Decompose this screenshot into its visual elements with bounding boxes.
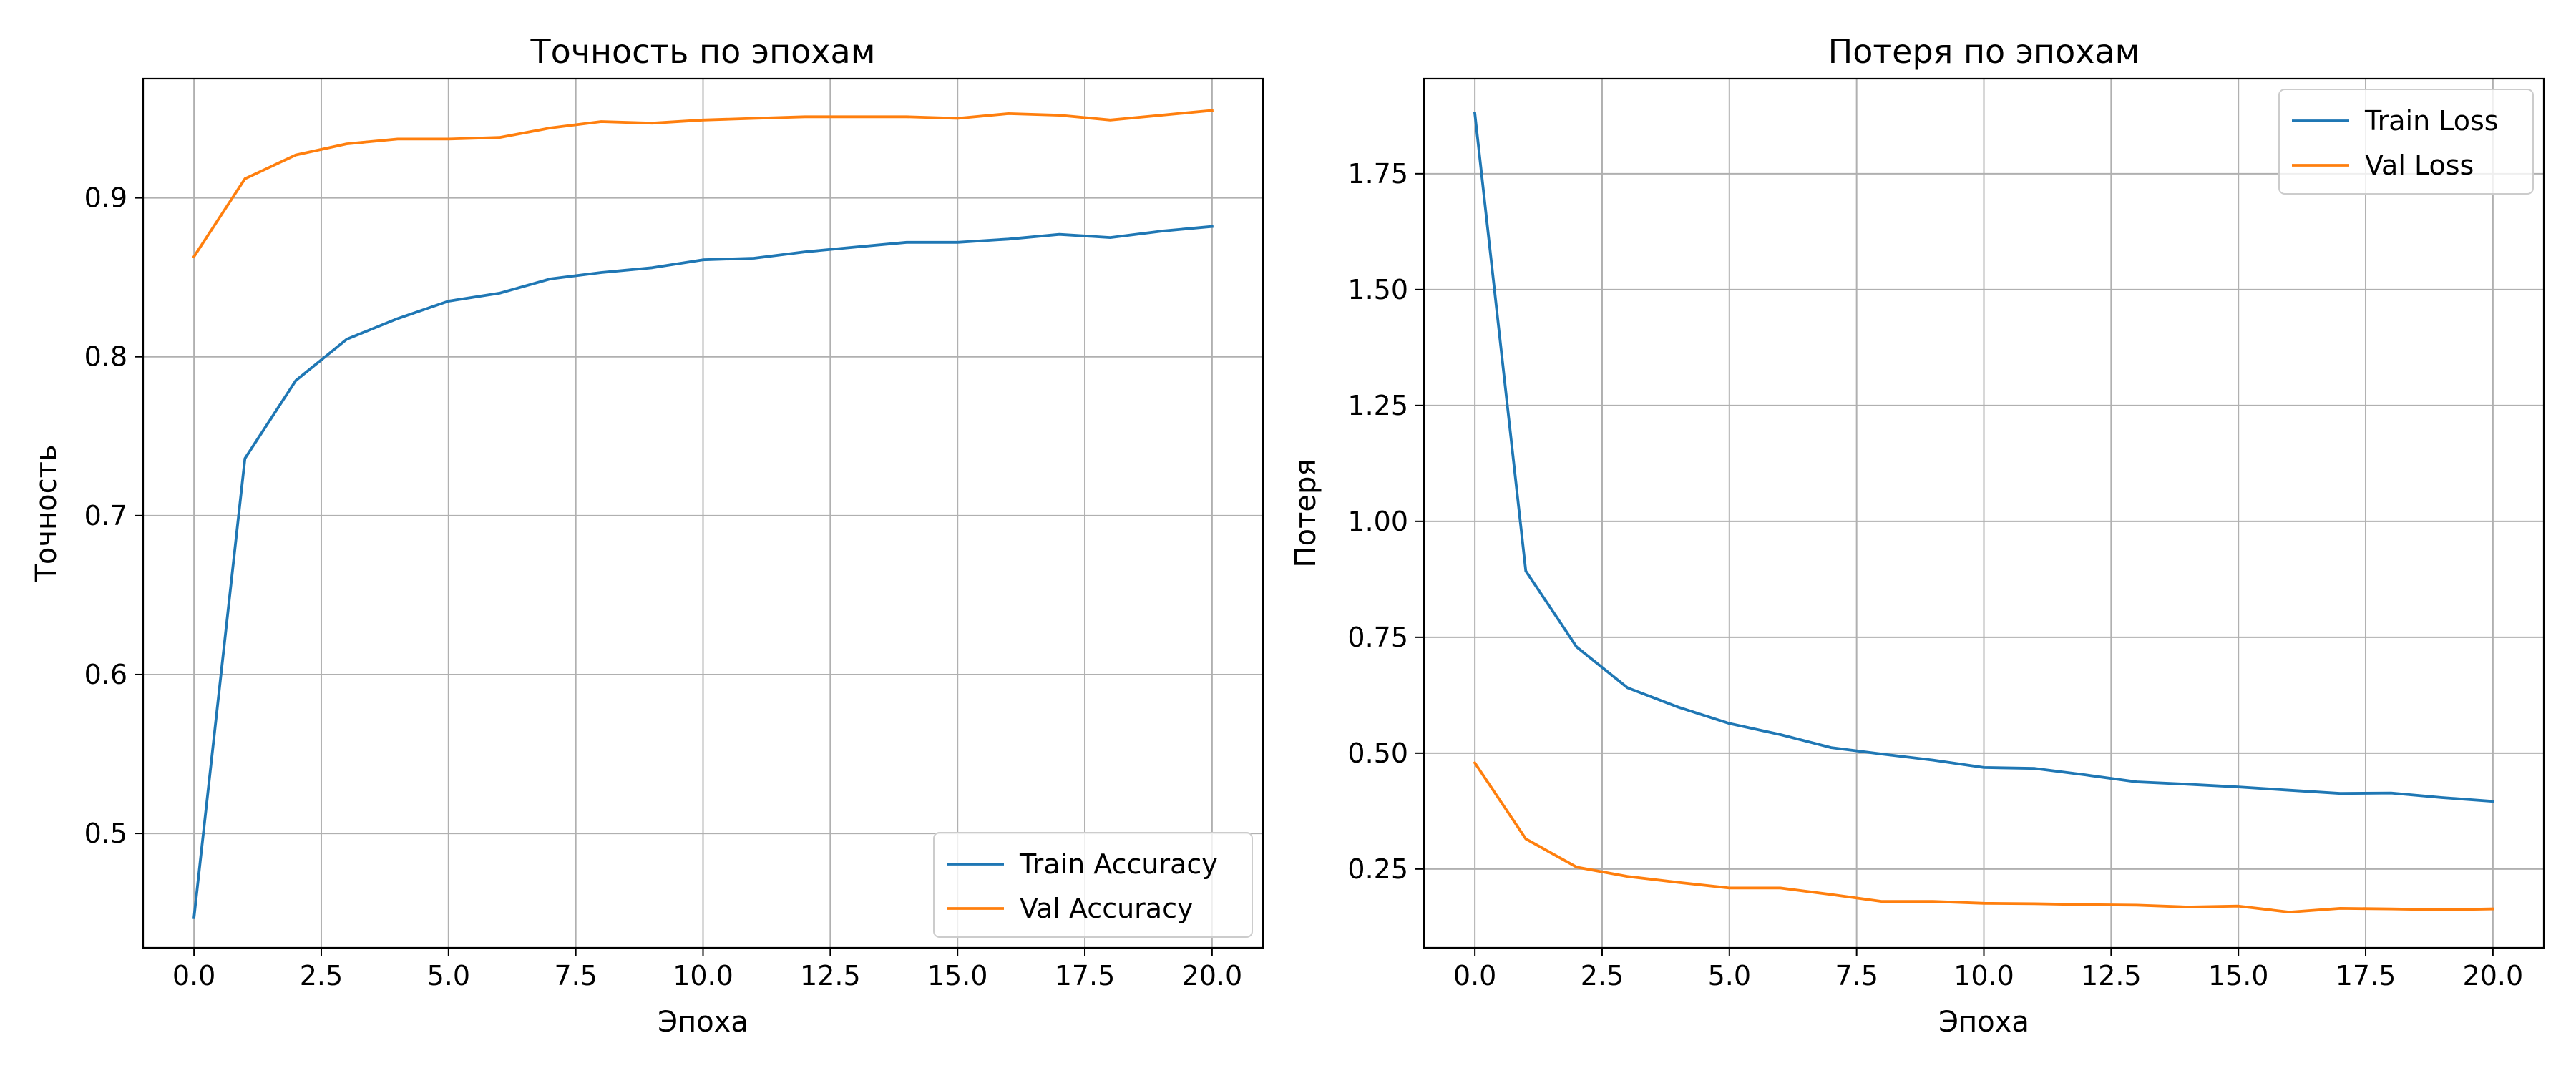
y-tick-label: 1.75 <box>1347 158 1408 190</box>
x-tick-label: 20.0 <box>2463 960 2524 991</box>
chart-title: Потеря по эпохам <box>1828 32 2140 71</box>
x-axis-label: Эпоха <box>1938 1006 2029 1039</box>
chart-panel-1: 0.0 2.5 5.0 7.5 10.0 12.5 15.0 17.5 20.0 0.5 0.6 0.… <box>30 32 1264 1039</box>
x-tick-label: 0.0 <box>1453 960 1496 991</box>
legend-entry-label: Val Accuracy <box>1020 893 1193 924</box>
x-tick-label: 10.0 <box>1953 960 2014 991</box>
legend-box <box>2278 89 2534 195</box>
y-tick-label: 0.9 <box>84 182 127 214</box>
series-line-train-accuracy <box>192 225 1214 919</box>
series-line-train-loss <box>1473 112 2494 803</box>
legend: Train Loss Val Loss <box>2278 89 2534 195</box>
x-tick-label: 12.5 <box>2081 960 2142 991</box>
x-tick-label: 0.0 <box>172 960 215 991</box>
y-tick-label: 1.50 <box>1347 274 1408 305</box>
x-tick-label: 10.0 <box>673 960 733 991</box>
x-tick-label: 2.5 <box>1581 960 1624 991</box>
y-axis-label: Потеря <box>1289 459 1322 568</box>
x-axis-label: Эпоха <box>658 1006 748 1039</box>
y-tick-label: 0.6 <box>84 659 127 690</box>
x-tick-label: 20.0 <box>1182 960 1243 991</box>
x-tick-label: 17.5 <box>2336 960 2396 991</box>
x-tick-label: 17.5 <box>1055 960 1116 991</box>
series-line-val-loss <box>1473 760 2494 913</box>
x-tick-label: 15.0 <box>2208 960 2269 991</box>
legend-entry-label: Train Loss <box>2364 105 2499 137</box>
y-tick-label: 0.7 <box>84 500 127 531</box>
y-tick-label: 0.50 <box>1347 738 1408 769</box>
series-line-val-accuracy <box>192 109 1214 259</box>
x-tick-label: 2.5 <box>300 960 343 991</box>
y-tick-label: 1.25 <box>1347 390 1408 421</box>
plot-frame <box>1423 77 2545 949</box>
y-tick-label: 1.00 <box>1347 506 1408 537</box>
x-tick-label: 5.0 <box>427 960 470 991</box>
legend-box <box>933 832 1253 938</box>
legend-entry-label: Val Loss <box>2365 150 2474 181</box>
x-tick-label: 7.5 <box>1835 960 1878 991</box>
x-tick-label: 15.0 <box>927 960 988 991</box>
legend-entry-label: Train Accuracy <box>1019 848 1218 880</box>
y-tick-label: 0.25 <box>1347 853 1408 885</box>
chart-title: Точность по эпохам <box>530 32 876 71</box>
y-tick-label: 0.75 <box>1347 622 1408 653</box>
plot-frame <box>142 77 1264 949</box>
y-axis-label: Точность <box>30 444 63 582</box>
x-tick-label: 5.0 <box>1708 960 1751 991</box>
y-tick-label: 0.8 <box>84 341 127 373</box>
x-tick-label: 12.5 <box>800 960 861 991</box>
legend: Train Accuracy Val Accuracy <box>933 832 1253 938</box>
y-tick-label: 0.5 <box>84 818 127 849</box>
x-tick-label: 7.5 <box>554 960 597 991</box>
chart-panel-2: 0.0 2.5 5.0 7.5 10.0 12.5 15.0 17.5 20.0 0.25 0.50… <box>1289 32 2545 1039</box>
